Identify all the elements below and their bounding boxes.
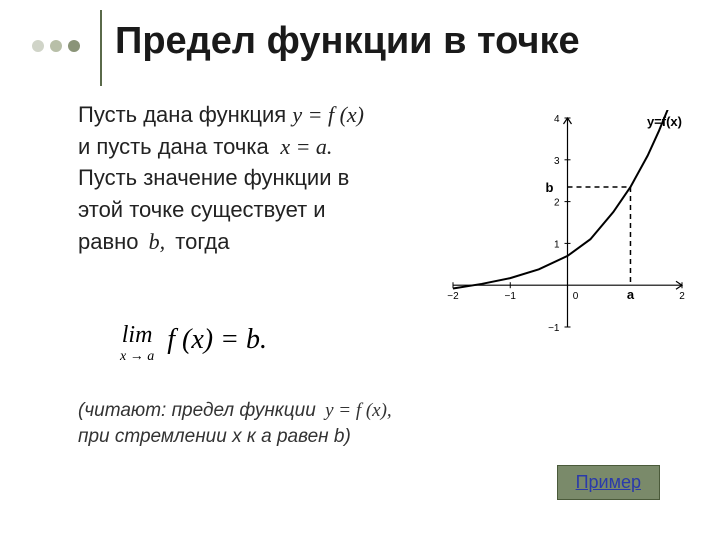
- inline-formula-b: b,: [149, 229, 166, 254]
- body-text: Пусть дана функция y = f (x) и пусть дан…: [78, 100, 428, 258]
- line2-text: и пусть дана точка: [78, 134, 269, 159]
- line3-text: Пусть значение функции в: [78, 163, 428, 193]
- line5b-text: тогда: [175, 229, 229, 254]
- svg-text:4: 4: [554, 114, 560, 125]
- lim-subscript: x → a: [120, 350, 154, 364]
- limit-chart: −2 −1 0 2 −1 1 2 3 4 a b y=f(x): [445, 110, 690, 335]
- lim-expression: f (x) = b.: [167, 324, 267, 355]
- svg-text:a: a: [627, 287, 635, 302]
- svg-text:−1: −1: [505, 291, 517, 302]
- svg-text:1: 1: [554, 239, 560, 250]
- svg-text:2: 2: [679, 291, 685, 302]
- decor-dots: [32, 40, 80, 52]
- inline-formula-xa: x = a.: [280, 134, 332, 159]
- note-line2: при стремлении x к a равен b): [78, 424, 392, 450]
- svg-text:2: 2: [554, 198, 560, 209]
- reading-note: (читают: предел функции y = f (x), при с…: [78, 398, 392, 449]
- note-formula: y = f (x),: [325, 400, 392, 421]
- svg-text:0: 0: [573, 291, 579, 302]
- example-link[interactable]: Пример: [576, 472, 641, 492]
- svg-text:−2: −2: [447, 291, 459, 302]
- svg-text:−1: −1: [548, 323, 560, 334]
- example-button[interactable]: Пример: [557, 465, 660, 500]
- note-line1: (читают: предел функции: [78, 400, 316, 421]
- dot-1: [32, 40, 44, 52]
- line5a-text: равно: [78, 229, 139, 254]
- svg-text:3: 3: [554, 156, 560, 167]
- line1-text: Пусть дана функция: [78, 102, 286, 127]
- slide-title: Предел функции в точке: [115, 20, 580, 63]
- svg-text:y=f(x): y=f(x): [647, 114, 682, 129]
- limit-formula: lim x → a f (x) = b.: [120, 320, 267, 364]
- inline-formula-yfx: y = f (x): [292, 102, 364, 127]
- line4-text: этой точке существует и: [78, 195, 428, 225]
- lim-symbol: lim: [122, 322, 153, 348]
- dot-3: [68, 40, 80, 52]
- title-accent-line: [100, 10, 102, 86]
- dot-2: [50, 40, 62, 52]
- svg-text:b: b: [546, 180, 554, 195]
